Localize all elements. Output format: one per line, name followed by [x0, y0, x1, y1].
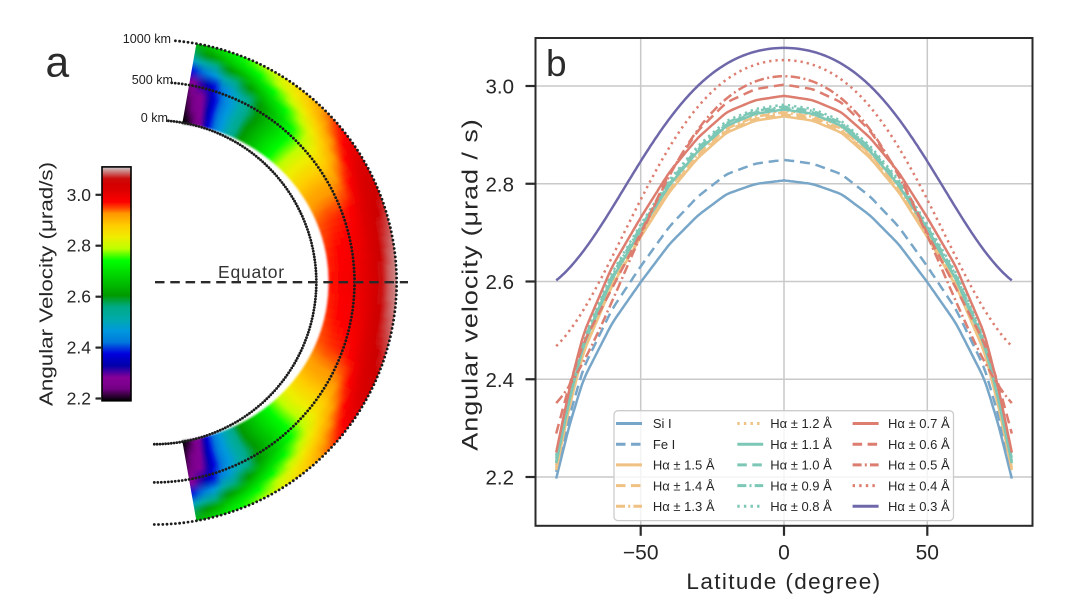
svg-text:b: b	[546, 43, 567, 84]
svg-text:Hα ± 0.5 Å: Hα ± 0.5 Å	[888, 458, 950, 473]
svg-text:0: 0	[778, 542, 790, 565]
svg-text:3.0: 3.0	[486, 76, 515, 99]
svg-text:Hα ± 1.2 Å: Hα ± 1.2 Å	[770, 416, 832, 431]
svg-text:1000 km: 1000 km	[123, 32, 171, 46]
svg-text:Equator: Equator	[218, 262, 285, 282]
svg-text:2.8: 2.8	[67, 236, 91, 256]
svg-text:0 km: 0 km	[141, 111, 168, 125]
svg-text:2.4: 2.4	[486, 369, 515, 392]
svg-text:Hα ± 0.3 Å: Hα ± 0.3 Å	[888, 499, 950, 514]
svg-text:2.6: 2.6	[67, 287, 91, 307]
svg-text:Fe I: Fe I	[653, 437, 675, 452]
svg-text:Hα ± 1.1 Å: Hα ± 1.1 Å	[770, 437, 832, 452]
svg-text:2.4: 2.4	[67, 338, 92, 358]
svg-text:a: a	[46, 40, 70, 87]
svg-text:2.8: 2.8	[486, 173, 515, 196]
svg-text:50: 50	[916, 542, 939, 565]
svg-text:Si I: Si I	[653, 416, 672, 431]
svg-text:Hα ± 0.4 Å: Hα ± 0.4 Å	[888, 478, 950, 493]
svg-text:Hα ± 0.7 Å: Hα ± 0.7 Å	[888, 416, 950, 431]
svg-text:3.0: 3.0	[67, 185, 92, 205]
svg-text:Angular velocity (μrad / s): Angular velocity (μrad / s)	[458, 118, 482, 450]
svg-text:Hα ± 1.5 Å: Hα ± 1.5 Å	[653, 458, 715, 473]
svg-text:Hα ± 0.8 Å: Hα ± 0.8 Å	[770, 499, 832, 514]
svg-text:Angular Velocity (μrad/s): Angular Velocity (μrad/s)	[36, 162, 57, 406]
svg-text:2.2: 2.2	[486, 467, 515, 490]
svg-text:2.2: 2.2	[67, 389, 91, 409]
svg-text:500 km: 500 km	[132, 73, 173, 87]
svg-text:Hα ± 0.9 Å: Hα ± 0.9 Å	[770, 478, 832, 493]
svg-text:Hα ± 1.4 Å: Hα ± 1.4 Å	[653, 478, 715, 493]
svg-text:Hα ± 1.3 Å: Hα ± 1.3 Å	[653, 499, 715, 514]
svg-text:Hα ± 1.0 Å: Hα ± 1.0 Å	[770, 458, 832, 473]
svg-text:Hα ± 0.6 Å: Hα ± 0.6 Å	[888, 437, 950, 452]
svg-text:2.6: 2.6	[486, 271, 515, 294]
svg-text:Latitude (degree): Latitude (degree)	[686, 569, 881, 594]
svg-text:−50: −50	[623, 542, 659, 565]
